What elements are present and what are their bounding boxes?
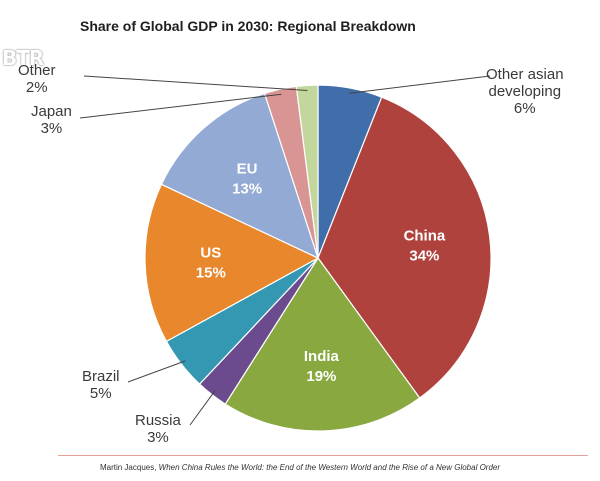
label-brazil-value: 5% (89, 385, 112, 402)
inside-labels: China 34% India 19% US 15% EU 13% (196, 161, 446, 386)
chart-title: Share of Global GDP in 2030: Regional Br… (80, 18, 416, 34)
leader-lines (79, 75, 491, 426)
inside-label-india-name: India (304, 348, 340, 365)
label-other-asian-line2: developing (488, 83, 562, 100)
inside-label-india-value: 19% (306, 368, 336, 385)
label-brazil: Brazil 5% (82, 368, 120, 402)
inside-label-us-name: US (200, 244, 221, 261)
label-japan-value: 3% (40, 120, 63, 137)
inside-label-eu-value: 13% (232, 181, 262, 198)
source-citation: Martin Jacques, When China Rules the Wor… (0, 463, 600, 472)
leader-russia (189, 390, 216, 426)
slice-india (224, 256, 421, 432)
label-russia: Russia 3% (135, 412, 181, 446)
source-divider (58, 455, 588, 456)
label-japan: Japan 3% (31, 103, 72, 137)
leader-japan (79, 93, 282, 119)
label-russia-name: Russia (135, 412, 181, 429)
label-other-asian-line1: Other asian (486, 66, 564, 83)
inside-label-us-value: 15% (196, 264, 226, 281)
label-other-asian-value: 6% (513, 100, 536, 117)
slice-other (295, 84, 319, 259)
leader-other (83, 75, 308, 91)
leader-brazil (127, 360, 186, 383)
watermark-logo: BTR (2, 46, 44, 70)
label-brazil-name: Brazil (82, 368, 120, 385)
pie-slices (144, 84, 492, 432)
inside-label-china-value: 34% (409, 248, 439, 265)
slice-eu (160, 92, 319, 260)
label-other-name: Other (18, 62, 56, 79)
label-russia-value: 3% (147, 429, 169, 446)
slice-us (144, 183, 320, 343)
label-japan-name: Japan (31, 103, 72, 120)
label-other: Other 2% (18, 62, 56, 96)
source-author: Martin Jacques, (99, 463, 157, 472)
source-title: When China Rules the World: the End of t… (158, 463, 501, 472)
inside-label-eu-name: EU (237, 161, 258, 178)
inside-label-china-name: China (404, 228, 446, 245)
label-other-asian: Other asian developing 6% (486, 66, 564, 117)
leader-other-asian-developing (349, 75, 491, 94)
slice-china (317, 96, 492, 399)
label-other-value: 2% (25, 79, 48, 96)
